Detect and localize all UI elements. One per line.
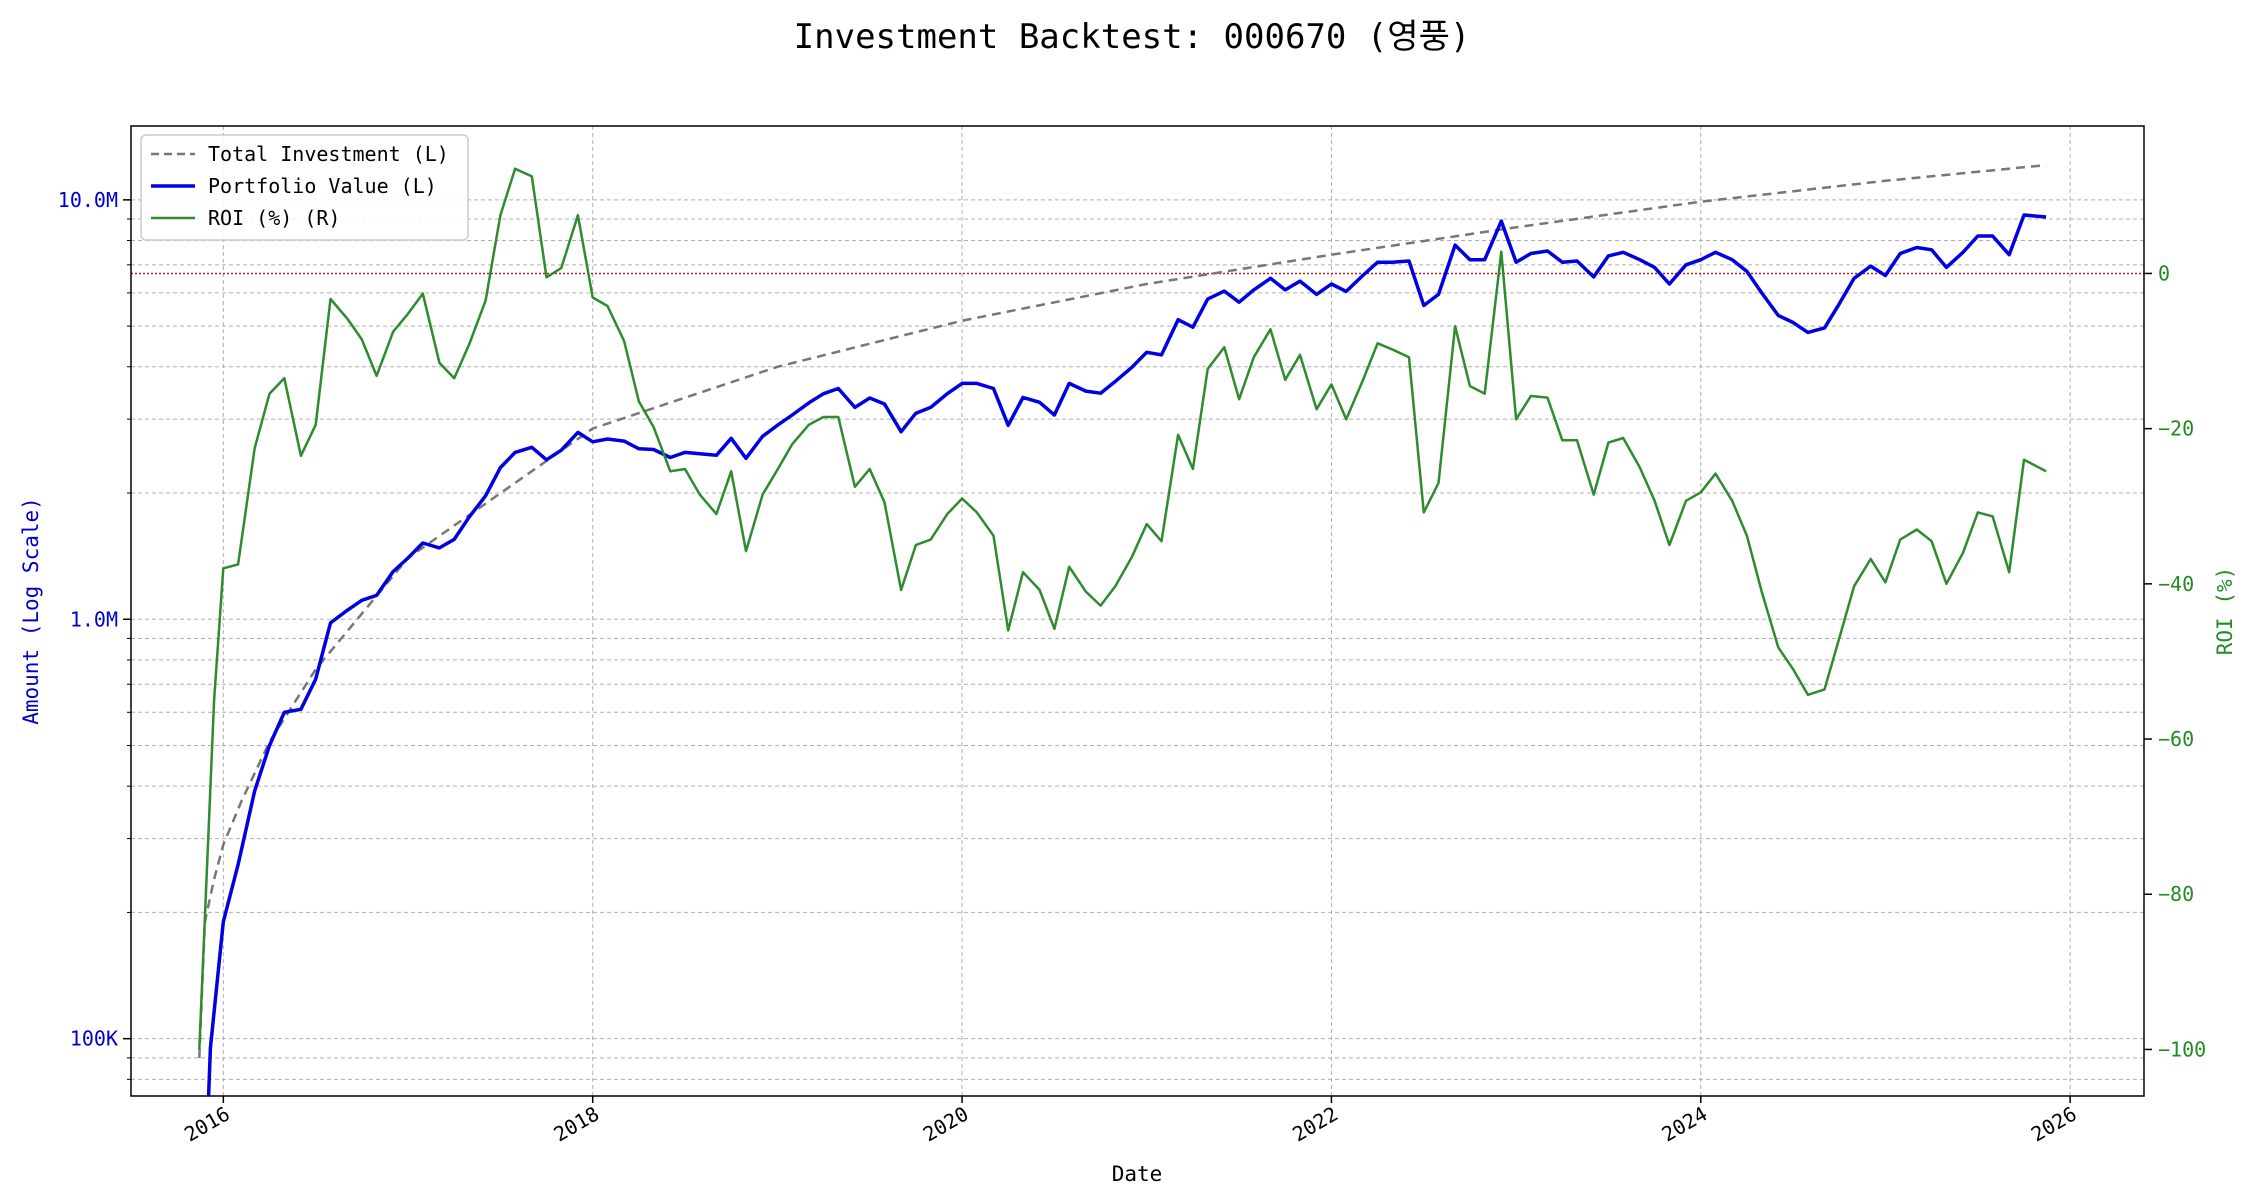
x-tick-label-2018: 2018 [549, 1102, 603, 1147]
y-right-tick-label-0: 0 [2158, 261, 2170, 285]
y-right-tick-label-1: −20 [2158, 417, 2194, 441]
y-axis-left-label: Amount (Log Scale) [19, 497, 43, 725]
plot-frame [130, 125, 2145, 1097]
y-right-tick-label-5: −100 [2158, 1037, 2206, 1061]
y-right-tick-label-3: −60 [2158, 727, 2194, 751]
y-left-tick-label-0: 100K [70, 1027, 118, 1051]
x-axis: 2016 2018 2020 2022 2024 2026 [180, 1096, 2081, 1146]
y-right-tick-label-4: −80 [2158, 882, 2194, 906]
x-tick-label-2022: 2022 [1288, 1102, 1342, 1147]
total-investment-line [198, 163, 2047, 1058]
legend-box [140, 134, 469, 241]
roi-line [198, 167, 2047, 1050]
legend: Total Investment (L) Portfolio Value (L)… [140, 134, 469, 241]
x-axis-label: Date [1112, 1162, 1163, 1186]
x-tick-label-2026: 2026 [2027, 1102, 2081, 1147]
y-left-tick-label-2: 10.0M [58, 188, 118, 212]
x-tick-label-2024: 2024 [1658, 1102, 1712, 1147]
x-tick-label-2020: 2020 [919, 1102, 973, 1147]
legend-label-total-investment: Total Investment (L) [208, 142, 449, 166]
legend-label-roi: ROI (%) (R) [208, 206, 340, 230]
series-layer [198, 163, 2047, 1097]
y-axis-left: 100K 1.0M 10.0M [58, 188, 131, 1080]
y-right-tick-label-2: −40 [2158, 572, 2194, 596]
grid [131, 126, 2144, 1096]
y-axis-right-label: ROI (%) [2213, 567, 2237, 656]
legend-label-portfolio-value: Portfolio Value (L) [208, 174, 437, 198]
x-tick-label-2016: 2016 [180, 1102, 234, 1147]
y-axis-right: 0 −20 −40 −60 −80 −100 [2144, 261, 2206, 1061]
portfolio-value-line [206, 213, 2047, 1097]
chart-title: Investment Backtest: 000670 (영풍) [794, 17, 1471, 57]
y-left-tick-label-1: 1.0M [70, 607, 118, 631]
